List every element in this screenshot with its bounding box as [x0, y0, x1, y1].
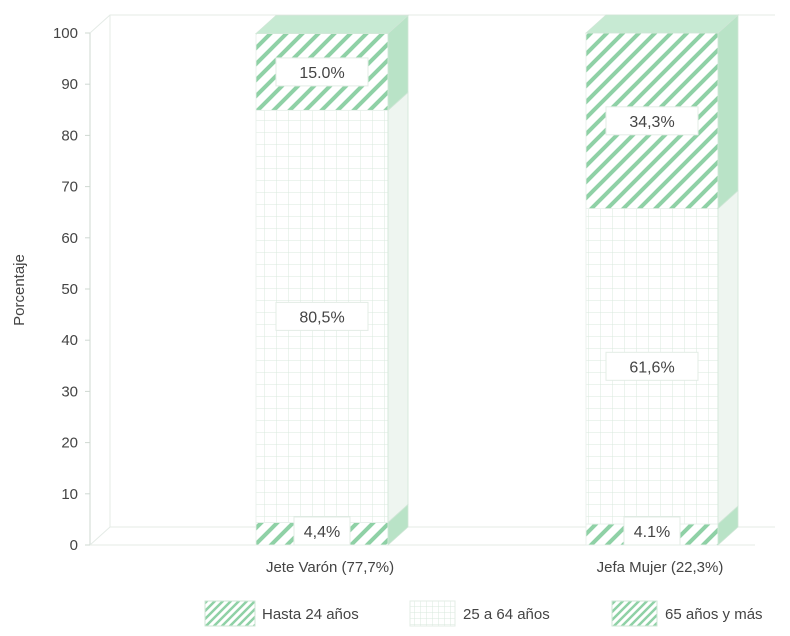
- data-label-box: [293, 516, 351, 546]
- legend: Hasta 24 años 25 a 64 años 65 años y más: [204, 600, 763, 627]
- data-label-box: [605, 106, 699, 136]
- y-tick-label: 50: [61, 281, 78, 298]
- legend-label-65-mas: 65 años y más: [665, 606, 763, 623]
- legend-label-hasta-24: Hasta 24 años: [262, 606, 359, 623]
- y-tick-label: 100: [53, 25, 78, 42]
- y-axis-title: Porcentaje: [11, 254, 28, 326]
- data-label: 4.1%: [634, 524, 670, 541]
- data-label: 15.0%: [299, 65, 344, 82]
- data-labels-layer: 4,4% 80,5% 15.0% 4.1% 61,6% 34,3%: [275, 57, 699, 546]
- y-tick-label: 30: [61, 383, 78, 400]
- bar-side-25-64: [387, 91, 409, 524]
- bars-layer: [254, 14, 740, 546]
- data-label-box: [605, 351, 699, 381]
- legend-swatch-25-64: [409, 600, 456, 627]
- y-tick-label: 20: [61, 435, 78, 452]
- y-tick-label: 60: [61, 230, 78, 247]
- y-tick-label: 40: [61, 332, 78, 349]
- y-tick-label: 0: [70, 537, 78, 554]
- y-tick-label: 90: [61, 76, 78, 93]
- y-tick-label: 10: [61, 486, 78, 503]
- category-label: Jefa Mujer (22,3%): [597, 559, 724, 576]
- category-label: Jete Varón (77,7%): [266, 559, 394, 576]
- y-tick-label: 70: [61, 179, 78, 196]
- legend-swatch-65-mas: [611, 600, 658, 627]
- legend-label-25-64: 25 a 64 años: [463, 606, 550, 623]
- bar-side-25-64: [717, 189, 739, 525]
- data-label: 34,3%: [629, 114, 674, 131]
- bar-side-65-mas: [717, 14, 739, 210]
- data-label: 61,6%: [629, 359, 674, 376]
- data-label-box: [623, 516, 681, 546]
- bar-top-face: [584, 14, 740, 34]
- bar-top-face: [254, 15, 410, 34]
- category-labels-layer: Jete Varón (77,7%) Jefa Mujer (22,3%): [266, 559, 723, 576]
- data-label: 4,4%: [304, 524, 340, 541]
- data-label-box: [275, 301, 369, 331]
- data-label: 80,5%: [299, 309, 344, 326]
- data-label-box: [275, 57, 369, 87]
- legend-swatch-hasta-24: [204, 600, 256, 627]
- axis-layer: 0 10 20 30 40 50 60 70 80 90 100: [53, 14, 775, 554]
- y-tick-label: 80: [61, 127, 78, 144]
